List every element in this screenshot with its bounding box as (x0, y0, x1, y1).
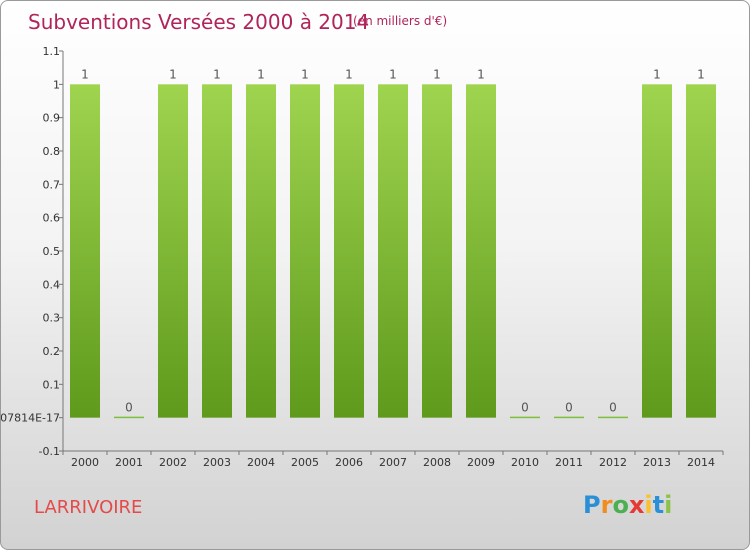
y-tick-label: 0.5 (43, 245, 61, 258)
bar-2004 (246, 84, 276, 418)
y-tick-label: 0.6 (43, 212, 61, 225)
bar-2007 (378, 84, 408, 418)
bar-2013 (642, 84, 672, 418)
y-tick-label: -0.1 (39, 445, 60, 458)
bar-2008 (422, 84, 452, 418)
data-label-2014: 1 (697, 67, 705, 81)
bar-2011 (554, 416, 584, 419)
data-label-2008: 1 (433, 67, 441, 81)
proxiti-logo: Proxiti (583, 491, 672, 519)
bar-2005 (290, 84, 320, 418)
logo-letter: t (652, 491, 665, 519)
logo-letter: i (644, 491, 653, 519)
y-tick-label: 0.4 (43, 278, 61, 291)
x-tick-label-2010: 2010 (511, 456, 539, 469)
y-tick-label: 0.9 (43, 112, 61, 125)
data-label-2009: 1 (477, 67, 485, 81)
y-tick-label: 1 (53, 78, 60, 91)
bar-2012 (598, 416, 628, 419)
bar-2006 (334, 84, 364, 418)
x-tick-label-2002: 2002 (159, 456, 187, 469)
y-tick-label: 0.2 (43, 345, 61, 358)
data-label-2004: 1 (257, 67, 265, 81)
y-tick-label: 1.1 (43, 45, 61, 58)
logo-letter: P (583, 491, 601, 519)
data-label-2000: 1 (81, 67, 89, 81)
y-tick-label: 0.7 (43, 178, 61, 191)
data-label-2003: 1 (213, 67, 221, 81)
axes (59, 50, 724, 455)
data-label-2005: 1 (301, 67, 309, 81)
y-tick-label: 0.3 (43, 312, 61, 325)
bar-2002 (158, 84, 188, 418)
x-tick-label-2012: 2012 (599, 456, 627, 469)
x-tick-label-2007: 2007 (379, 456, 407, 469)
chart-title: Subventions Versées 2000 à 2014 (28, 10, 370, 34)
y-tick-label: 0.1 (43, 378, 61, 391)
x-tick-label-2004: 2004 (247, 456, 275, 469)
data-label-2010: 0 (521, 401, 529, 415)
x-tick-label-2014: 2014 (687, 456, 715, 469)
bar-2000 (70, 84, 100, 418)
data-label-2007: 1 (389, 67, 397, 81)
x-tick-label-2003: 2003 (203, 456, 231, 469)
data-label-2013: 1 (653, 67, 661, 81)
data-label-2002: 1 (169, 67, 177, 81)
data-label-2011: 0 (565, 401, 573, 415)
x-tick-label-2006: 2006 (335, 456, 363, 469)
chart-unit: (en milliers d'€) (353, 14, 448, 28)
x-tick-label-2000: 2000 (71, 456, 99, 469)
x-tick-label-2009: 2009 (467, 456, 495, 469)
data-label-2006: 1 (345, 67, 353, 81)
y-tick-label: 0.8 (43, 145, 61, 158)
logo-letter: o (612, 491, 629, 519)
x-tick-label-2005: 2005 (291, 456, 319, 469)
place-name: LARRIVOIRE (34, 497, 143, 518)
bar-2003 (202, 84, 232, 418)
data-label-2001: 0 (125, 401, 133, 415)
x-tick-label-2008: 2008 (423, 456, 451, 469)
logo-letter: x (628, 491, 645, 519)
bar-2014 (686, 84, 716, 418)
bar-2010 (510, 416, 540, 419)
y-tick-label: 3.7007434107807814E-17 (1, 412, 60, 425)
x-tick-label-2001: 2001 (115, 456, 143, 469)
data-label-2012: 0 (609, 401, 617, 415)
x-tick-label-2011: 2011 (555, 456, 583, 469)
bars-group (70, 84, 716, 419)
bar-2001 (114, 416, 144, 419)
logo-letter: r (600, 491, 613, 519)
bar-2009 (466, 84, 496, 418)
labels-group: -0.1 3.7007434107807814E-17 0.1 0.2 0.3 0.4 0.… (1, 45, 715, 469)
x-tick-label-2013: 2013 (643, 456, 671, 469)
logo-letter: i (664, 491, 673, 519)
